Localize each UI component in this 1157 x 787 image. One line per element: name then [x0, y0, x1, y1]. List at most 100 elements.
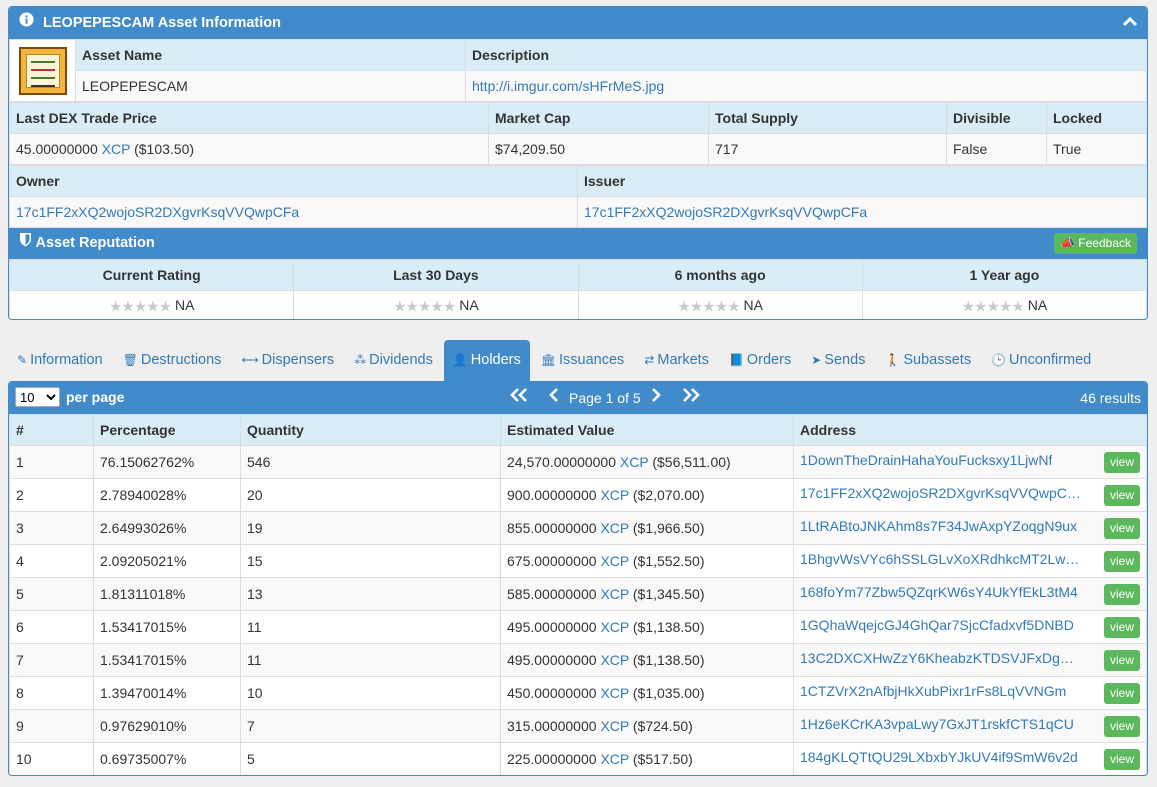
reputation-heading: Asset Reputation 📣 Feedback	[9, 228, 1147, 259]
percentage-cell: 1.53417015%	[93, 610, 241, 644]
address-link[interactable]: 1GQhaWqejcGJ4GhQar7SjcCfadxvf5DNBD	[800, 617, 1074, 634]
quantity-cell: 19	[240, 511, 501, 545]
last-trade-amount: 45.00000000	[16, 141, 98, 157]
xcp-link[interactable]: XCP	[600, 685, 629, 701]
address-link[interactable]: 168foYm77Zbw5QZqrKW6sY4UkYfEkL3tM4	[800, 584, 1078, 601]
col-percentage[interactable]: Percentage	[93, 414, 241, 446]
rank-cell: 5	[9, 577, 94, 611]
chevron-up-icon[interactable]	[1122, 7, 1138, 39]
tab-issuances[interactable]: 🏛 Issuances	[532, 340, 634, 381]
address-link[interactable]: 1LtRABtoJNKAhm8s7F34JwAxpYZoqgN9ux	[800, 518, 1078, 535]
view-button[interactable]: view	[1103, 485, 1140, 506]
col-estimated-value[interactable]: Estimated Value	[500, 414, 794, 446]
address-link[interactable]: 1BhgvWsVYc6hSSLGLvXoXRdhkcMT2Lw…	[800, 551, 1080, 568]
tab-label: Holders	[470, 352, 521, 368]
address-link[interactable]: 1Hz6eKCrKA3vpaLwy7GxJT1rskfCTS1qCU	[800, 716, 1074, 733]
col-address[interactable]: Address	[793, 414, 1147, 446]
child-icon: 🚶	[885, 353, 901, 367]
quantity-cell: 5	[240, 742, 501, 775]
send-icon: ➤	[811, 353, 822, 367]
address-cell: 17c1FF2xXQ2wojoSR2DXgvrKsqVVQwpC… view	[793, 478, 1147, 512]
xcp-link[interactable]: XCP	[619, 454, 649, 470]
view-button[interactable]: view	[1103, 518, 1140, 539]
last-page-icon[interactable]	[671, 382, 711, 414]
table-row: 2 2.78940028% 20 900.00000000 XCP ($2,070.0…	[9, 478, 1147, 512]
table-row: 7 1.53417015% 11 495.00000000 XCP ($1,138.5…	[9, 643, 1147, 677]
address-link[interactable]: 1DownTheDrainHahaYouFucksxy1LjwNf	[800, 452, 1053, 469]
owner-value: 17c1FF2xXQ2wojoSR2DXgvrKsqVVQwpCFa	[9, 196, 578, 228]
tab-orders[interactable]: 📘 Orders	[720, 340, 800, 381]
asset-image-cell	[9, 39, 76, 102]
feedback-button[interactable]: 📣 Feedback	[1054, 233, 1137, 254]
quantity-cell: 11	[240, 610, 501, 644]
view-button[interactable]: view	[1103, 683, 1140, 704]
view-button[interactable]: view	[1103, 716, 1140, 737]
col-quantity[interactable]: Quantity	[240, 414, 501, 446]
address-link[interactable]: 184gKLQTtQU29LXbxbYJkUV4if9SmW6v2d	[800, 749, 1078, 766]
view-button[interactable]: view	[1103, 749, 1140, 770]
exchange-icon: ⇄	[644, 353, 655, 367]
rank-cell: 7	[9, 643, 94, 677]
xcp-link[interactable]: XCP	[600, 619, 629, 635]
asset-image[interactable]	[18, 46, 67, 95]
view-button[interactable]: view	[1103, 650, 1140, 671]
first-page-icon[interactable]	[499, 382, 539, 414]
tab-subassets[interactable]: 🚶 Subassets	[876, 340, 980, 381]
xcp-link[interactable]: XCP	[600, 751, 629, 767]
percentage-cell: 2.78940028%	[93, 478, 241, 512]
info-icon: ✎	[17, 353, 28, 367]
tab-dividends[interactable]: ⁂ Dividends	[345, 340, 442, 381]
xcp-link[interactable]: XCP	[600, 586, 629, 602]
xcp-link[interactable]: XCP	[600, 652, 629, 668]
last-trade-header: Last DEX Trade Price	[9, 102, 489, 134]
rank-cell: 2	[9, 478, 94, 512]
view-button[interactable]: view	[1103, 452, 1140, 473]
rating-header-6months: 6 months ago	[577, 259, 863, 291]
reputation-title: Asset Reputation	[35, 235, 155, 251]
tab-label: Issuances	[559, 352, 625, 368]
tab-label: Markets	[657, 352, 709, 368]
asset-info-heading[interactable]: LEOPEPESCAM Asset Information	[9, 7, 1147, 39]
issuer-link[interactable]: 17c1FF2xXQ2wojoSR2DXgvrKsqVVQwpCFa	[584, 204, 868, 220]
tab-information[interactable]: ✎ Information	[8, 340, 112, 381]
view-button[interactable]: view	[1103, 617, 1140, 638]
view-button[interactable]: view	[1103, 551, 1140, 572]
quantity-cell: 546	[240, 445, 501, 479]
address-link[interactable]: 13C2DXCXHwZzY6KheabzKTDSVJFxDg…	[800, 650, 1074, 667]
address-link[interactable]: 1CTZVrX2nAfbjHkXubPixr1rFs8LqVVNGm	[800, 683, 1067, 700]
view-button[interactable]: view	[1103, 584, 1140, 605]
value-amount: 495.00000000	[507, 652, 597, 668]
rating-30days: ★★★★★ NA	[293, 290, 579, 319]
address-cell: 1LtRABtoJNKAhm8s7F34JwAxpYZoqgN9ux view	[793, 511, 1147, 545]
tab-holders[interactable]: 👤 Holders	[443, 340, 530, 381]
address-cell: 184gKLQTtQU29LXbxbYJkUV4if9SmW6v2d view	[793, 742, 1147, 775]
owner-link[interactable]: 17c1FF2xXQ2wojoSR2DXgvrKsqVVQwpCFa	[16, 204, 300, 220]
total-supply-value: 717	[708, 133, 947, 165]
issuer-value: 17c1FF2xXQ2wojoSR2DXgvrKsqVVQwpCFa	[577, 196, 1147, 228]
xcp-link[interactable]: XCP	[600, 718, 629, 734]
col-rank[interactable]: #	[9, 414, 94, 446]
tab-unconfirmed[interactable]: 🕒 Unconfirmed	[982, 340, 1100, 381]
xcp-link[interactable]: XCP	[600, 520, 629, 536]
description-link[interactable]: http://i.imgur.com/sHFrMeS.jpg	[472, 78, 665, 94]
xcp-link[interactable]: XCP	[600, 487, 629, 503]
asset-info-title: LEOPEPESCAM Asset Information	[43, 15, 281, 31]
value-amount: 315.00000000	[507, 718, 597, 734]
tab-markets[interactable]: ⇄ Markets	[635, 340, 718, 381]
estimated-value-cell: 675.00000000 XCP ($1,552.50)	[500, 544, 794, 578]
prev-page-icon[interactable]	[539, 382, 569, 414]
tab-dispensers[interactable]: ⟷ Dispensers	[232, 340, 343, 381]
value-usd: ($1,138.50)	[632, 619, 705, 635]
owner-issuer-table: Owner Issuer 17c1FF2xXQ2wojoSR2DXgvrKsqV…	[9, 165, 1147, 228]
value-usd: ($1,035.00)	[632, 685, 705, 701]
tab-destructions[interactable]: 🗑 Destructions	[114, 340, 231, 381]
next-page-icon[interactable]	[641, 382, 671, 414]
tab-sends[interactable]: ➤ Sends	[802, 340, 874, 381]
percentage-cell: 1.81311018%	[93, 577, 241, 611]
per-page-select[interactable]: 10	[15, 387, 60, 407]
value-usd: ($1,552.50)	[632, 553, 705, 569]
asset-name-value: LEOPEPESCAM	[75, 70, 466, 102]
address-link[interactable]: 17c1FF2xXQ2wojoSR2DXgvrKsqVVQwpC…	[800, 485, 1081, 502]
xcp-link[interactable]: XCP	[101, 141, 131, 157]
xcp-link[interactable]: XCP	[600, 553, 629, 569]
